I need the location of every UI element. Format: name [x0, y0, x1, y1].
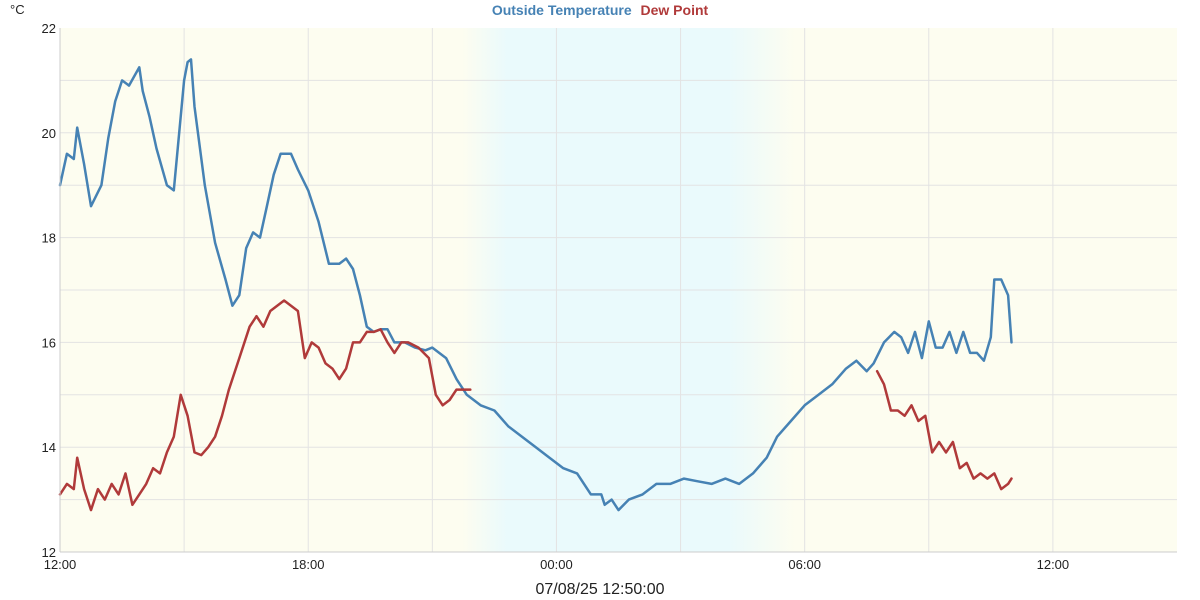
x-tick-label: 18:00 — [292, 557, 325, 572]
y-tick-label: 16 — [42, 335, 56, 350]
x-tick-label: 00:00 — [540, 557, 573, 572]
tick-labels: 12 14 16 18 20 22 12:00 18:00 00:00 06:00 12:00 — [42, 21, 1070, 572]
outside-temperature-line — [58, 58, 1013, 512]
dew-point-line — [58, 299, 472, 512]
x-tick-label: 12:00 — [1037, 557, 1070, 572]
legend-dew-point: Dew Point — [641, 2, 709, 18]
legend: Outside Temperature Dew Point — [492, 2, 709, 18]
timestamp-label: 07/08/25 12:50:00 — [535, 581, 664, 598]
dew-point-line — [875, 369, 1013, 491]
y-tick-label: 20 — [42, 126, 56, 141]
y-tick-label: 14 — [42, 440, 56, 455]
x-tick-label: 12:00 — [44, 557, 77, 572]
y-tick-label: 22 — [42, 21, 56, 36]
y-tick-label: 18 — [42, 231, 56, 246]
series-lines — [58, 58, 1013, 512]
y-axis-unit-label: °C — [10, 2, 25, 17]
x-tick-label: 06:00 — [788, 557, 821, 572]
legend-outside-temperature: Outside Temperature — [492, 2, 632, 18]
y-tick-label: 12 — [42, 545, 56, 560]
axes — [59, 28, 1177, 553]
grid-lines — [60, 28, 1177, 552]
